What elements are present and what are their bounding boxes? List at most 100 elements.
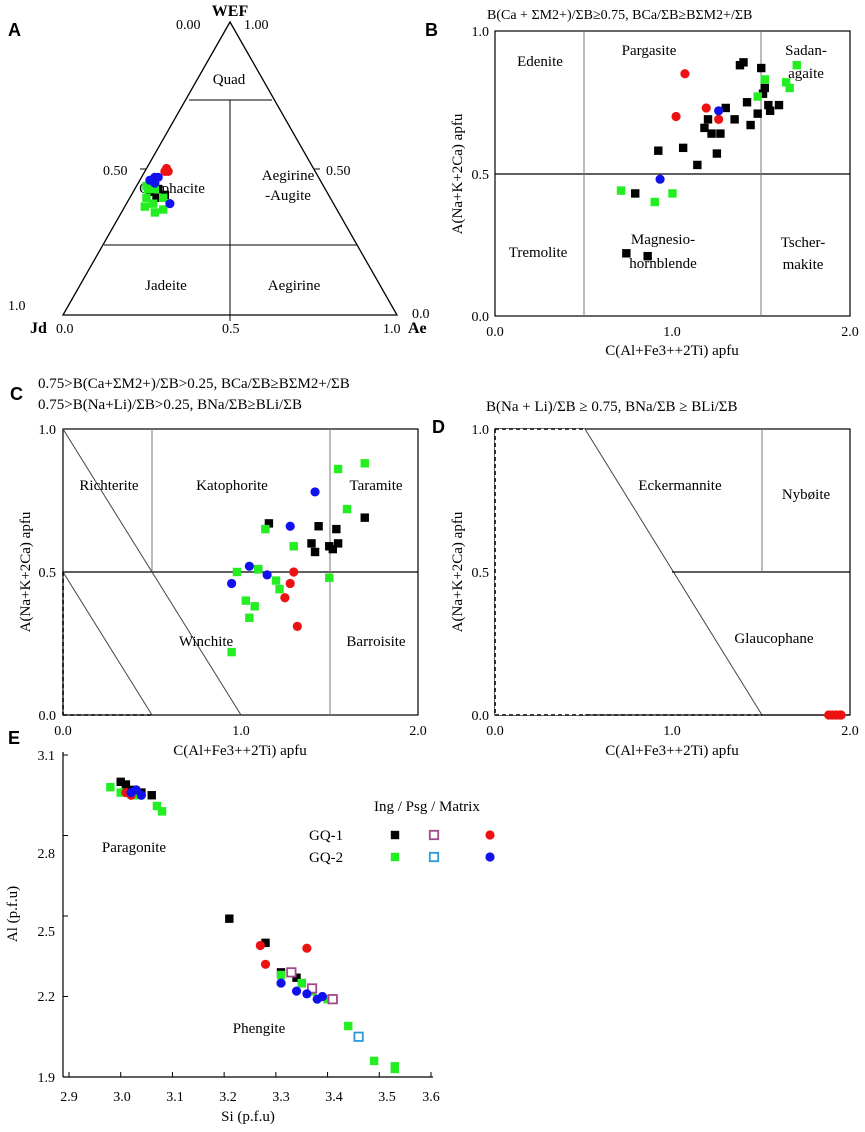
x-tick-b-1: 1.0 (663, 325, 681, 340)
point-e-s1-2 (132, 791, 141, 800)
y-tick-b-05: 0.5 (472, 168, 490, 183)
point-e-s4-3 (260, 959, 271, 969)
points-c (227, 459, 369, 657)
x-tick-b-2: 2.0 (841, 325, 859, 340)
point-b-s0-19 (760, 83, 769, 93)
point-b-s0-11 (721, 103, 730, 113)
point-b-s0-18 (758, 89, 768, 98)
y-tick-d-05: 0.5 (472, 566, 490, 581)
edge-label-left-050: 0.50 (103, 164, 128, 179)
vertex-wef: WEF (212, 3, 249, 20)
point-b-s0-7 (703, 115, 713, 124)
legend-gq2-matrix (485, 852, 495, 862)
plot-frame-d-mask (495, 429, 585, 715)
panel-d-title: B(Na + Li)/ΣB ≥ 0.75, BNa/ΣB ≥ BLi/ΣB (486, 399, 738, 415)
point-e-s1-0 (106, 783, 115, 792)
point-c-s1-4 (250, 602, 259, 611)
panel-d: D B(Na + Li)/ΣB ≥ 0.75, BNa/ΣB ≥ BLi/ΣB … (432, 399, 859, 759)
point-c-s3-3 (285, 521, 295, 531)
legend-row-gq2: GQ-2 (309, 850, 343, 866)
point-e-s5-5 (302, 989, 312, 999)
field-magnesiohornblende-1: Magnesio- (631, 232, 695, 248)
point-e-s2-1 (306, 983, 318, 994)
bottom-tick-00: 0.0 (56, 322, 74, 337)
y-tick-e-28: 2.8 (38, 847, 56, 862)
point-b-s3-0 (655, 174, 665, 184)
panel-letter-b: B (425, 20, 438, 40)
point-c-s0-3 (310, 547, 320, 557)
field-nyboite: Nybøite (782, 487, 831, 503)
field-richterite: Richterite (79, 478, 138, 494)
legend-header: Ing / Psg / Matrix (374, 799, 480, 815)
point-e-s5-3 (276, 978, 286, 988)
x-tick-e-29: 2.9 (60, 1090, 78, 1105)
x-tick-d-2: 2.0 (841, 724, 859, 739)
point-e-s0-1 (121, 780, 131, 789)
panel-letter-a: A (8, 20, 21, 40)
point-e-s5-4 (291, 986, 302, 996)
x-tick-e-33: 3.3 (272, 1090, 290, 1105)
point-b-s1-3 (753, 92, 762, 101)
panel-c-title-2: 0.75>B(Na+Li)/ΣB>0.25, BNa/ΣB≥BLi/ΣB (38, 397, 302, 413)
point-e-s1-4 (157, 807, 167, 816)
x-tick-d-0: 0.0 (486, 724, 504, 739)
point-e-s1-5 (276, 970, 286, 980)
bottom-tick-10: 1.0 (383, 322, 401, 337)
panel-letter-d: D (432, 417, 445, 437)
point-e-s1-6 (297, 978, 306, 988)
y-label-b: A(Na+K+2Ca) apfu (450, 113, 466, 234)
panel-letter-c: C (10, 384, 23, 404)
point-c-s1-12 (342, 504, 352, 514)
point-b-s2-0 (680, 69, 690, 79)
point-e-s0-4 (147, 791, 156, 800)
x-tick-e-36: 3.6 (422, 1090, 440, 1105)
point-c-s1-6 (261, 524, 270, 534)
field-tremolite: Tremolite (509, 245, 568, 261)
panel-letter-e: E (8, 728, 20, 748)
point-b-s0-5 (693, 160, 702, 170)
y-tick-d-1: 1.0 (472, 423, 490, 438)
field-magnesiohornblende-2: hornblende (629, 256, 697, 272)
point-b-s0-21 (765, 106, 775, 115)
y-tick-e-22: 2.2 (38, 990, 56, 1005)
point-b-s0-2 (643, 251, 652, 261)
legend-gq1-matrix (485, 830, 495, 840)
field-sadanagaite-2: agaite (788, 66, 824, 82)
point-b-s1-5 (781, 78, 791, 87)
edge-label-left-10: 1.0 (8, 299, 26, 314)
field-taramite: Taramite (349, 478, 402, 494)
points-d (824, 710, 846, 720)
point-e-s4-4 (302, 943, 312, 953)
x-label-b: C(Al+Fe3++2Ti) apfu (605, 343, 739, 359)
point-a-s3-2 (153, 172, 163, 182)
y-tick-e-31: 3.1 (38, 749, 56, 764)
field-quad: Quad (213, 72, 246, 88)
panel-a: A WEF Jd Ae 0.00 1.00 0.50 0.50 1.0 0.0 … (8, 3, 430, 337)
legend-e-markers (390, 829, 495, 863)
point-a-s1-7 (159, 205, 168, 214)
panel-e: E 2.9 3.0 3.1 3.2 3.3 3.4 3.5 3.6 1.9 2.… (5, 728, 495, 1125)
point-c-s0-1 (264, 519, 274, 528)
y-label-d: A(Na+K+2Ca) apfu (450, 511, 466, 632)
point-e-s5-7 (317, 991, 327, 1002)
point-e-s4-2 (255, 940, 265, 951)
y-tick-d-0: 0.0 (472, 709, 490, 724)
diagonal-c-1 (62, 428, 242, 716)
point-c-s1-7 (271, 576, 281, 585)
field-barroisite: Barroisite (346, 634, 405, 650)
point-b-s0-22 (757, 63, 766, 73)
point-c-s2-0 (280, 593, 290, 603)
point-a-s1-6 (150, 208, 160, 217)
point-c-s1-3 (245, 613, 254, 622)
field-aegirine-augite-1: Aegirine (262, 168, 315, 184)
point-e-s1-3 (152, 801, 162, 811)
point-b-s0-12 (730, 115, 739, 124)
point-b-s1-6 (785, 83, 794, 93)
point-c-s3-0 (227, 578, 237, 589)
field-sadanagaite-1: Sadan- (785, 43, 827, 59)
field-tschermakite-1: Tscher- (781, 235, 825, 251)
edge-label-100: 1.00 (244, 18, 269, 33)
point-c-s2-3 (292, 621, 302, 631)
point-b-s0-3 (654, 146, 663, 155)
point-a-s0-1 (152, 193, 161, 202)
